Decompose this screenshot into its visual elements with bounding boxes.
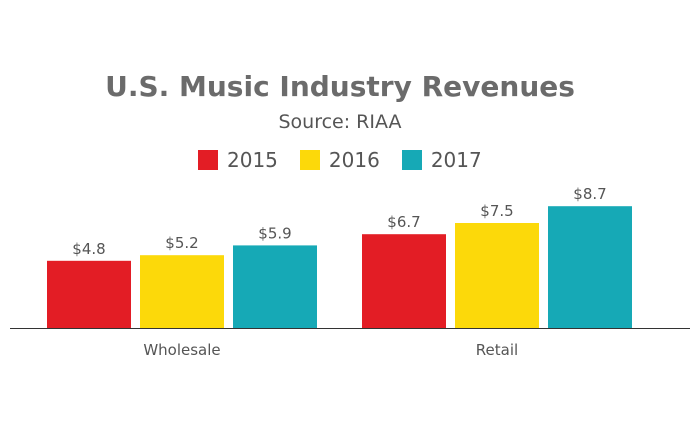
bar-retail-2016 — [455, 223, 539, 328]
chart-legend: 2015 2016 2017 — [198, 146, 504, 174]
bar-wholesale-2017 — [233, 245, 317, 328]
bar-wholesale-2015 — [47, 260, 131, 328]
legend-label-2017: 2017 — [430, 148, 482, 172]
bar-retail-2015 — [362, 234, 446, 328]
x-tick-label-wholesale: Wholesale — [143, 341, 220, 359]
data-label-wholesale-2017: $5.9 — [258, 224, 291, 242]
legend-entry-2015: 2015 — [198, 148, 278, 172]
legend-swatch-2015 — [198, 150, 218, 170]
data-label-retail-2015: $6.7 — [387, 213, 420, 231]
chart-title: U.S. Music Industry Revenues — [105, 70, 575, 103]
legend-label-2016: 2016 — [328, 148, 380, 172]
x-tick-label-retail: Retail — [476, 341, 518, 359]
data-label-wholesale-2016: $5.2 — [165, 234, 198, 252]
bar-retail-2017 — [548, 206, 632, 328]
legend-entry-2017: 2017 — [401, 148, 482, 172]
data-label-retail-2016: $7.5 — [480, 202, 513, 220]
data-label-wholesale-2015: $4.8 — [72, 240, 105, 258]
legend-entry-2016: 2016 — [299, 148, 380, 172]
legend-swatch-2017 — [401, 150, 422, 170]
legend-swatch-2016 — [299, 150, 320, 170]
data-label-retail-2017: $8.7 — [573, 185, 606, 203]
bar-wholesale-2016 — [140, 255, 224, 328]
legend-label-2015: 2015 — [227, 148, 278, 172]
chart-subtitle: Source: RIAA — [278, 111, 402, 133]
